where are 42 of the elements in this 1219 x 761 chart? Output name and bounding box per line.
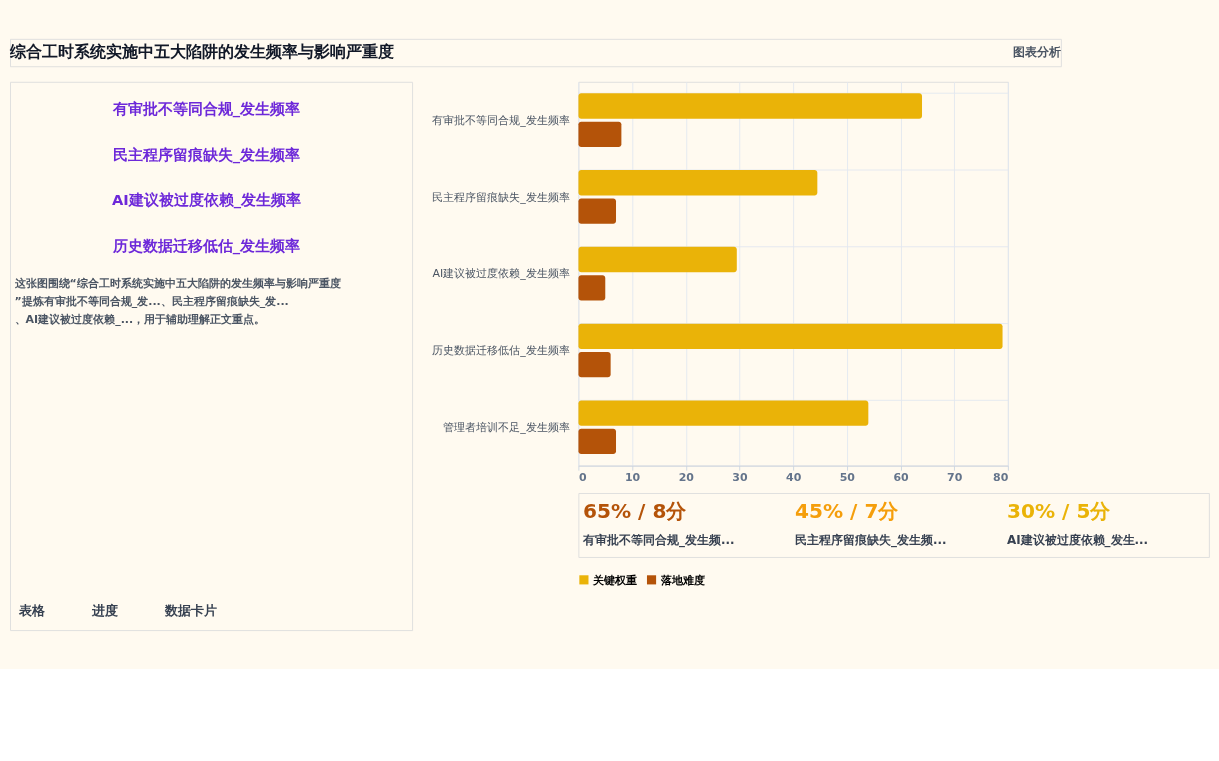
text: 30% / 5分 [1007,498,1112,523]
y-tick-label: 有审批不等同合规_发生频率 [432,113,570,127]
bar [578,121,622,148]
text: 进度 [91,603,119,619]
x-tick-label: 60 [893,470,909,484]
x-tick-label: 40 [786,470,802,484]
text: 民主程序留痕缺失_发生频率 [112,145,301,164]
x-tick-label: 10 [624,470,641,484]
x-tick-label: 20 [678,470,695,484]
x-tick-label: 0 [578,470,587,484]
bar [578,246,737,273]
text: 这张图围绕“综合工时系统实施中五大陷阱的发生频率与影响严重度”提炼有审批不等同合规_发...、民主程序留痕缺失_发...、AI建议被过度依赖_...，用于辅助理解正文重点。 [13,276,341,327]
x-tick-label: 30 [732,470,748,484]
bar [578,198,617,224]
bar [578,93,923,119]
bar [578,351,611,378]
bar [578,323,1003,350]
text: 综合工时系统实施中五大陷阱的发生频率与影响严重度 [9,42,395,62]
text: 65% / 8分 [583,498,688,523]
bar [578,275,606,301]
legend-label: 关键权重 [592,573,638,587]
text: 表格 [18,603,47,619]
text: 45% / 7分 [795,498,900,523]
bar [578,428,617,455]
x-tick-label: 80 [993,470,1009,484]
text: 有审批不等同合规_发生频率 [111,99,301,118]
x-tick-label: 70 [947,470,963,484]
y-tick-label: 历史数据迁移低估_发生频率 [432,344,570,358]
y-tick-label: 管理者培训不足_发生频率 [443,420,570,434]
text: 图表分析 [1012,45,1061,60]
x-tick-label: 50 [839,470,856,484]
y-tick-label: 民主程序留痕缺失_发生频率 [432,190,570,204]
text: AI建议被过度依赖_发生频率 [111,191,302,210]
y-tick-label: AI建议被过度依赖_发生频率 [432,267,570,281]
bar [578,400,869,426]
text: AI建议被过度依赖_发生... [1007,533,1149,549]
text: 有审批不等同合规_发生频... [582,533,735,549]
text: 民主程序留痕缺失_发生频... [795,533,947,549]
legend-label: 落地难度 [659,573,705,587]
text: 数据卡片 [164,603,218,619]
bar [578,170,818,196]
text: 历史数据迁移低估_发生频率 [111,236,301,255]
